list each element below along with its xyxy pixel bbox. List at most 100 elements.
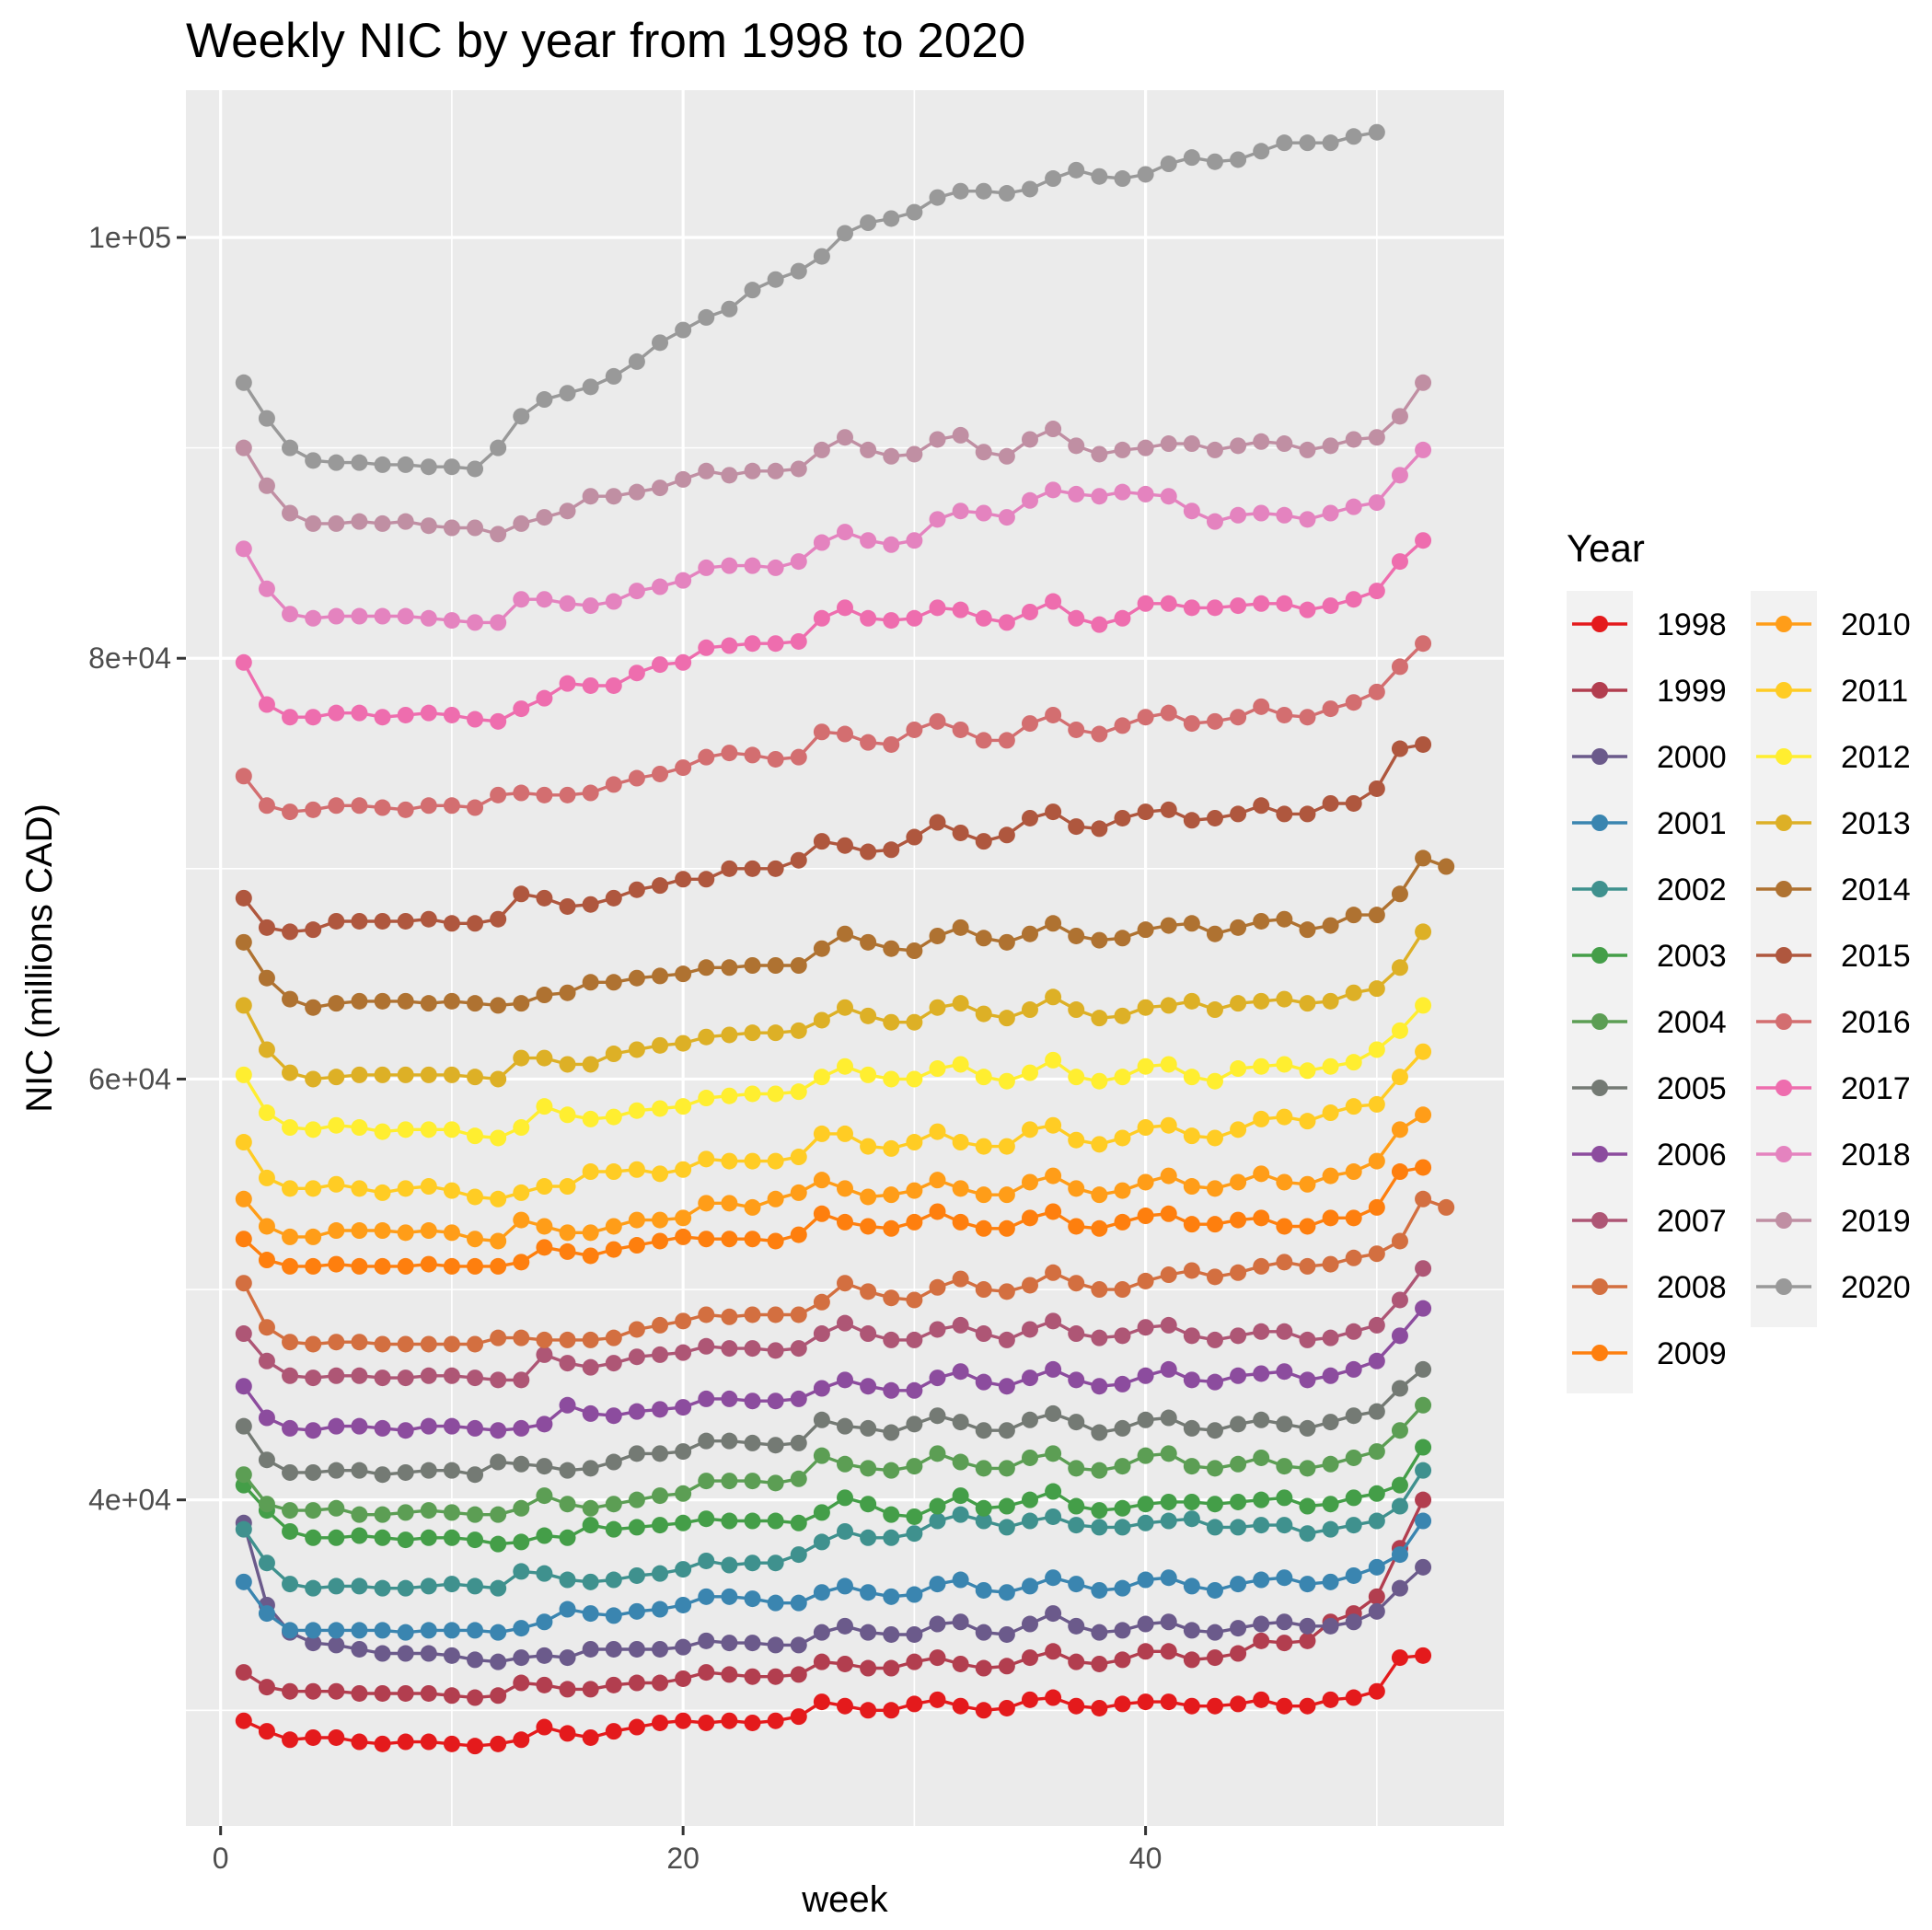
data-point-2000 (397, 1645, 414, 1662)
data-point-2012 (328, 1116, 345, 1134)
data-point-2000 (1299, 1617, 1316, 1635)
data-point-2002 (1091, 1519, 1108, 1536)
data-point-1999 (1276, 1635, 1293, 1652)
data-point-2007 (1137, 1319, 1154, 1336)
data-point-2004 (605, 1496, 622, 1513)
data-point-2007 (374, 1369, 391, 1387)
data-point-2005 (883, 1424, 900, 1441)
legend-item-2017: 2017 (1756, 1071, 1911, 1106)
data-point-2009 (813, 1205, 830, 1222)
data-point-2000 (698, 1632, 715, 1649)
data-point-2000 (975, 1624, 992, 1641)
data-point-2005 (1322, 1414, 1339, 1431)
data-point-2010 (1160, 1167, 1177, 1185)
data-point-2003 (1276, 1489, 1293, 1507)
data-point-2010 (1114, 1182, 1131, 1199)
data-point-2012 (1253, 1057, 1270, 1075)
data-point-2016 (1068, 721, 1085, 738)
data-point-2011 (698, 1150, 715, 1168)
data-point-2007 (1160, 1316, 1177, 1334)
data-point-2008 (975, 1281, 992, 1299)
data-point-2004 (559, 1496, 576, 1513)
data-point-2019 (1415, 374, 1432, 391)
data-point-2007 (467, 1369, 484, 1387)
data-point-2013 (975, 1005, 992, 1023)
data-point-2014 (1160, 917, 1177, 934)
data-point-2004 (1368, 1443, 1385, 1461)
data-point-2011 (513, 1184, 530, 1201)
data-point-2018 (235, 540, 252, 558)
data-point-2009 (1206, 1216, 1223, 1233)
series-line-2009 (242, 1165, 1424, 1268)
data-point-2019 (744, 462, 761, 480)
data-point-2008 (721, 1308, 738, 1325)
data-point-1999 (374, 1684, 391, 1702)
data-point-2007 (282, 1367, 299, 1384)
data-point-2015 (1276, 805, 1293, 823)
legend-label: 1999 (1657, 674, 1727, 709)
data-point-2011 (582, 1163, 599, 1181)
data-point-2002 (559, 1571, 576, 1589)
data-point-2012 (1368, 1041, 1385, 1058)
data-point-2004 (767, 1474, 784, 1492)
data-point-2009 (998, 1219, 1015, 1237)
data-point-1999 (1160, 1643, 1177, 1660)
data-point-2002 (860, 1529, 877, 1546)
data-point-2015 (1322, 794, 1339, 812)
data-point-2010 (1045, 1167, 1062, 1185)
legend-item-2001: 2001 (1572, 806, 1727, 841)
data-point-2012 (883, 1070, 900, 1088)
data-point-2012 (1137, 1057, 1154, 1075)
data-point-2019 (305, 514, 322, 532)
data-point-2014 (767, 957, 784, 975)
data-point-2018 (282, 606, 299, 623)
series-line-1999 (242, 1498, 1425, 1700)
data-point-2017 (628, 665, 645, 682)
legend-key-point (1591, 1080, 1608, 1096)
data-point-2010 (1391, 1121, 1408, 1138)
series-2016 (235, 635, 1432, 821)
data-point-2002 (374, 1579, 391, 1597)
data-point-2010 (998, 1186, 1015, 1204)
data-point-2017 (952, 601, 969, 618)
data-point-2013 (837, 999, 853, 1016)
data-point-2020 (1160, 156, 1177, 173)
data-point-2014 (652, 967, 669, 985)
data-point-2014 (1045, 915, 1062, 932)
data-point-2005 (351, 1462, 368, 1479)
data-point-2001 (883, 1588, 900, 1605)
data-point-1998 (258, 1723, 275, 1740)
data-point-2015 (420, 910, 437, 928)
data-point-2011 (1021, 1121, 1038, 1138)
data-point-2017 (1415, 532, 1432, 549)
data-point-2009 (467, 1257, 484, 1275)
data-point-2012 (721, 1087, 738, 1104)
data-point-2008 (1160, 1266, 1177, 1284)
data-point-2012 (1091, 1072, 1108, 1090)
data-point-2004 (675, 1485, 692, 1502)
data-point-2011 (998, 1138, 1015, 1155)
y-tick-label: 4e+04 (88, 1484, 171, 1517)
data-point-1998 (767, 1712, 784, 1729)
data-point-2003 (328, 1529, 345, 1546)
data-point-2001 (698, 1588, 715, 1605)
data-point-2012 (813, 1069, 830, 1086)
data-point-2018 (513, 591, 530, 608)
data-point-2017 (536, 689, 553, 707)
data-point-2006 (513, 1419, 530, 1437)
legend-label: 2000 (1657, 740, 1727, 775)
data-point-2009 (1299, 1218, 1316, 1235)
data-point-2016 (1137, 709, 1154, 726)
data-point-2017 (767, 635, 784, 653)
data-point-2014 (698, 959, 715, 977)
data-point-2011 (605, 1163, 622, 1181)
data-point-2018 (652, 578, 669, 595)
data-point-2011 (235, 1134, 252, 1151)
data-point-2008 (767, 1306, 784, 1323)
data-point-2006 (767, 1393, 784, 1410)
data-point-1999 (582, 1681, 599, 1698)
data-point-1999 (744, 1668, 761, 1685)
data-point-2020 (1253, 143, 1270, 160)
data-point-2004 (443, 1504, 460, 1521)
data-point-1998 (605, 1723, 622, 1740)
